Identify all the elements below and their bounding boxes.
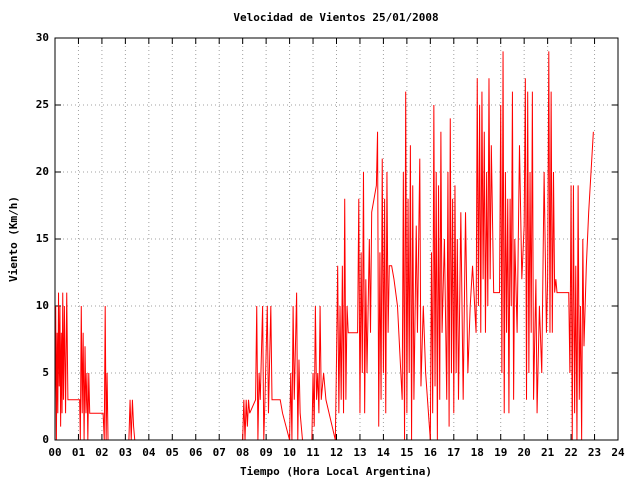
y-tick-label: 15 xyxy=(36,232,49,245)
x-tick-label: 01 xyxy=(72,446,86,459)
x-tick-label: 24 xyxy=(611,446,625,459)
x-tick-label: 07 xyxy=(213,446,226,459)
y-tick-label: 5 xyxy=(42,366,49,379)
x-tick-label: 12 xyxy=(330,446,343,459)
x-tick-label: 21 xyxy=(541,446,555,459)
x-tick-label: 04 xyxy=(142,446,156,459)
plot-border xyxy=(54,37,619,441)
x-tick-label: 00 xyxy=(48,446,61,459)
y-tick-label: 30 xyxy=(36,31,49,44)
x-tick-label: 17 xyxy=(447,446,460,459)
x-tick-label: 03 xyxy=(119,446,132,459)
x-tick-label: 20 xyxy=(518,446,531,459)
x-tick-label: 18 xyxy=(471,446,484,459)
x-tick-label: 05 xyxy=(166,446,179,459)
x-tick-label: 02 xyxy=(95,446,108,459)
x-axis-label: Tiempo (Hora Local Argentina) xyxy=(240,465,432,478)
x-tick-label: 16 xyxy=(424,446,438,459)
x-tick-label: 19 xyxy=(494,446,507,459)
x-tick-label: 23 xyxy=(588,446,601,459)
x-tick-label: 13 xyxy=(353,446,366,459)
grid xyxy=(54,37,619,441)
y-tick-label: 10 xyxy=(36,299,49,312)
x-tick-label: 10 xyxy=(283,446,296,459)
x-tick-label: 09 xyxy=(260,446,273,459)
x-tick-label: 06 xyxy=(189,446,203,459)
plot-area xyxy=(54,51,594,441)
x-tick-label: 08 xyxy=(236,446,249,459)
wind-line xyxy=(54,51,594,441)
y-tick-label: 0 xyxy=(42,433,49,446)
y-tick-label: 20 xyxy=(36,165,49,178)
y-tick-label: 25 xyxy=(36,98,49,111)
x-tick-label: 11 xyxy=(306,446,320,459)
x-tick-label: 15 xyxy=(400,446,413,459)
chart-title: Velocidad de Vientos 25/01/2008 xyxy=(233,11,438,24)
x-tick-label: 22 xyxy=(564,446,577,459)
x-tick-label: 14 xyxy=(377,446,391,459)
y-axis-label: Viento (Km/h) xyxy=(7,196,20,282)
